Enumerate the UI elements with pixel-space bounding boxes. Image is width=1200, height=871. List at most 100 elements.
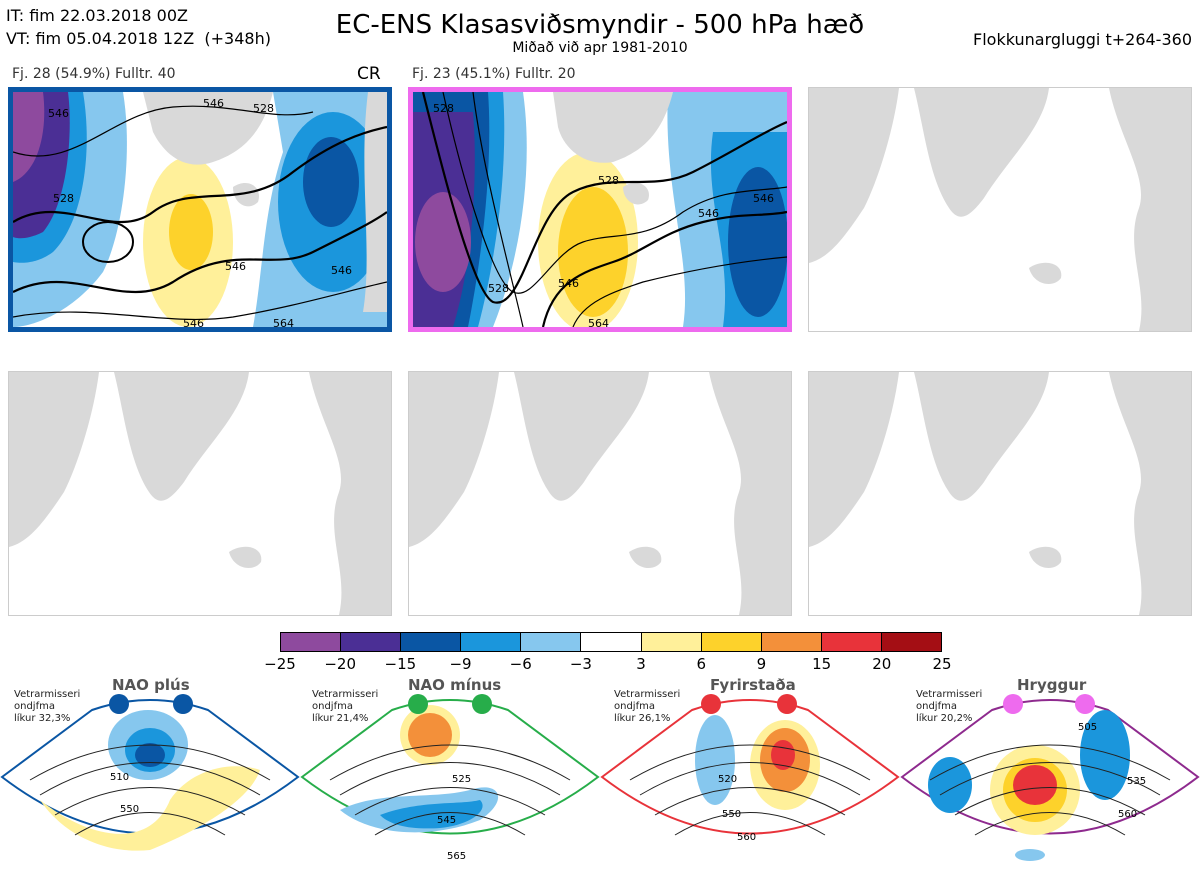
contour-label: 546: [48, 107, 69, 120]
regime-note-line: líkur 21,4%: [312, 713, 369, 724]
contour-label: 546: [558, 277, 579, 290]
europe-land: [1109, 88, 1191, 331]
iceland-land: [233, 182, 259, 207]
regime-note-line: ondjfma: [312, 701, 353, 712]
colorbar-segment: [640, 633, 701, 651]
colorbar-tick-label: 6: [696, 655, 707, 673]
canada-land: [9, 372, 99, 547]
regime-contour-label: 520: [718, 774, 737, 785]
empty-map-3-svg: [809, 88, 1191, 331]
cluster-2-caption: Fj. 23 (45.1%) Fulltr. 20: [412, 66, 576, 82]
empty-map-3[interactable]: [808, 87, 1192, 332]
regime-note-line: líkur 26,1%: [614, 713, 671, 724]
regime-map-ridge[interactable]: 505 535 560: [900, 694, 1200, 861]
contour-label: 564: [273, 317, 294, 327]
empty-map-4[interactable]: [8, 371, 392, 616]
anomaly-neg-east-core: [303, 137, 359, 227]
contour-label: 546: [331, 264, 352, 277]
colorbar-segment: [700, 633, 761, 651]
cluster-1-caption: Fj. 28 (54.9%) Fulltr. 40: [12, 66, 176, 82]
regime-map-blocking[interactable]: 520 550 560: [600, 694, 900, 843]
regime-maps: 510 550 525 545 565 520 550 560: [0, 694, 1200, 862]
contour-labels: 528 546 546 528 546 546 564 546: [48, 97, 352, 327]
colorbar: [280, 632, 942, 652]
europe-land: [363, 92, 387, 312]
regime-note-line: ondjfma: [614, 701, 655, 712]
regime-contour-label: 545: [437, 815, 456, 826]
contour-label: 546: [203, 97, 224, 110]
regime-note-line: ondjfma: [14, 701, 55, 712]
iceland-land: [1029, 262, 1062, 284]
initial-time: IT: fim 22.03.2018 00Z: [6, 6, 188, 25]
contour-label: 528: [53, 192, 74, 205]
europe-land: [309, 372, 391, 615]
regime-contour-label: 525: [452, 774, 471, 785]
colorbar-tick-label: 9: [756, 655, 767, 673]
anomaly-pos-mid: [558, 187, 628, 317]
contour-label: 564: [588, 317, 609, 327]
colorbar-tick-label: 15: [812, 655, 832, 673]
colorbar-segment: [880, 633, 942, 651]
cluster-map-2[interactable]: 528 528 546 546 564 546 528: [408, 87, 792, 332]
height-contours: [421, 92, 787, 327]
regime-contour-label: 550: [722, 809, 741, 820]
valid-time: VT: fim 05.04.2018 12Z (+348h): [6, 29, 271, 48]
page-subtitle: Miðað við apr 1981-2010: [512, 40, 688, 56]
contour-label: 528: [488, 282, 509, 295]
empty-map-6[interactable]: [808, 371, 1192, 616]
regime-4-note: Vetrarmisseri ondjfma líkur 20,2%: [916, 689, 982, 725]
regime-1-title: NAO plús: [112, 676, 190, 694]
classification-window: Flokkunargluggi t+264-360: [973, 30, 1192, 49]
contour-label: 546: [753, 192, 774, 205]
regime-3-title: Fyrirstaða: [710, 676, 796, 694]
colorbar-segment: [820, 633, 881, 651]
regime-contour-label: 560: [1118, 809, 1137, 820]
colorbar-segment: [400, 633, 461, 651]
regime-note-line: Vetrarmisseri: [916, 689, 983, 700]
iceland-land: [629, 546, 662, 568]
height-contours: [13, 105, 387, 321]
empty-map-5-svg: [409, 372, 791, 615]
contour-label: 528: [253, 102, 274, 115]
europe-land: [1109, 372, 1191, 615]
colorbar-segment: [580, 633, 641, 651]
colorbar-tick-label: 3: [636, 655, 646, 673]
greenland-land: [514, 372, 649, 501]
regime-contour-label: 565: [447, 851, 466, 862]
iceland-land: [229, 546, 262, 568]
contour-label: 546: [183, 317, 204, 327]
regime-note-line: Vetrarmisseri: [14, 689, 81, 700]
regime-note-line: Vetrarmisseri: [614, 689, 681, 700]
regime-map-nao-minus[interactable]: 525 545 565: [300, 694, 600, 862]
colorbar-tick-label: −20: [324, 655, 356, 673]
iceland-land: [1029, 546, 1062, 568]
regime-note-line: líkur 20,2%: [916, 713, 973, 724]
colorbar-tick-label: −9: [449, 655, 472, 673]
empty-map-5[interactable]: [408, 371, 792, 616]
colorbar-tick-label: −6: [509, 655, 532, 673]
header-times: IT: fim 22.03.2018 00Z VT: fim 05.04.2018…: [6, 4, 271, 50]
anomaly-neg-east-core: [728, 167, 787, 317]
cluster-map-1-svg: 528 546 546 528 546 546 564 546: [13, 92, 387, 327]
regime-note-line: ondjfma: [916, 701, 957, 712]
colorbar-tick-label: −25: [264, 655, 296, 673]
cluster-map-1[interactable]: 528 546 546 528 546 546 564 546: [8, 87, 392, 332]
colorbar-segment: [520, 633, 581, 651]
colorbar-segment: [340, 633, 401, 651]
empty-map-6-svg: [809, 372, 1191, 615]
contour-label: 528: [433, 102, 454, 115]
colorbar-tick-label: 20: [872, 655, 892, 673]
page-title: EC-ENS Klasasviðsmyndir - 500 hPa hæð: [335, 10, 865, 40]
empty-map-4-svg: [9, 372, 391, 615]
regime-4-title: Hryggur: [1017, 676, 1087, 694]
greenland-land: [914, 88, 1049, 217]
regime-map-nao-plus[interactable]: 510 550: [0, 694, 300, 851]
colorbar-segment: [760, 633, 821, 651]
greenland-land: [914, 372, 1049, 501]
colorbar-tick-label: −15: [384, 655, 417, 673]
greenland-land: [553, 92, 673, 163]
anomaly-pos-mid: [169, 194, 213, 270]
contour-label: 546: [225, 260, 246, 273]
contour-label: 546: [698, 207, 719, 220]
anomaly-neg-core: [13, 92, 45, 182]
